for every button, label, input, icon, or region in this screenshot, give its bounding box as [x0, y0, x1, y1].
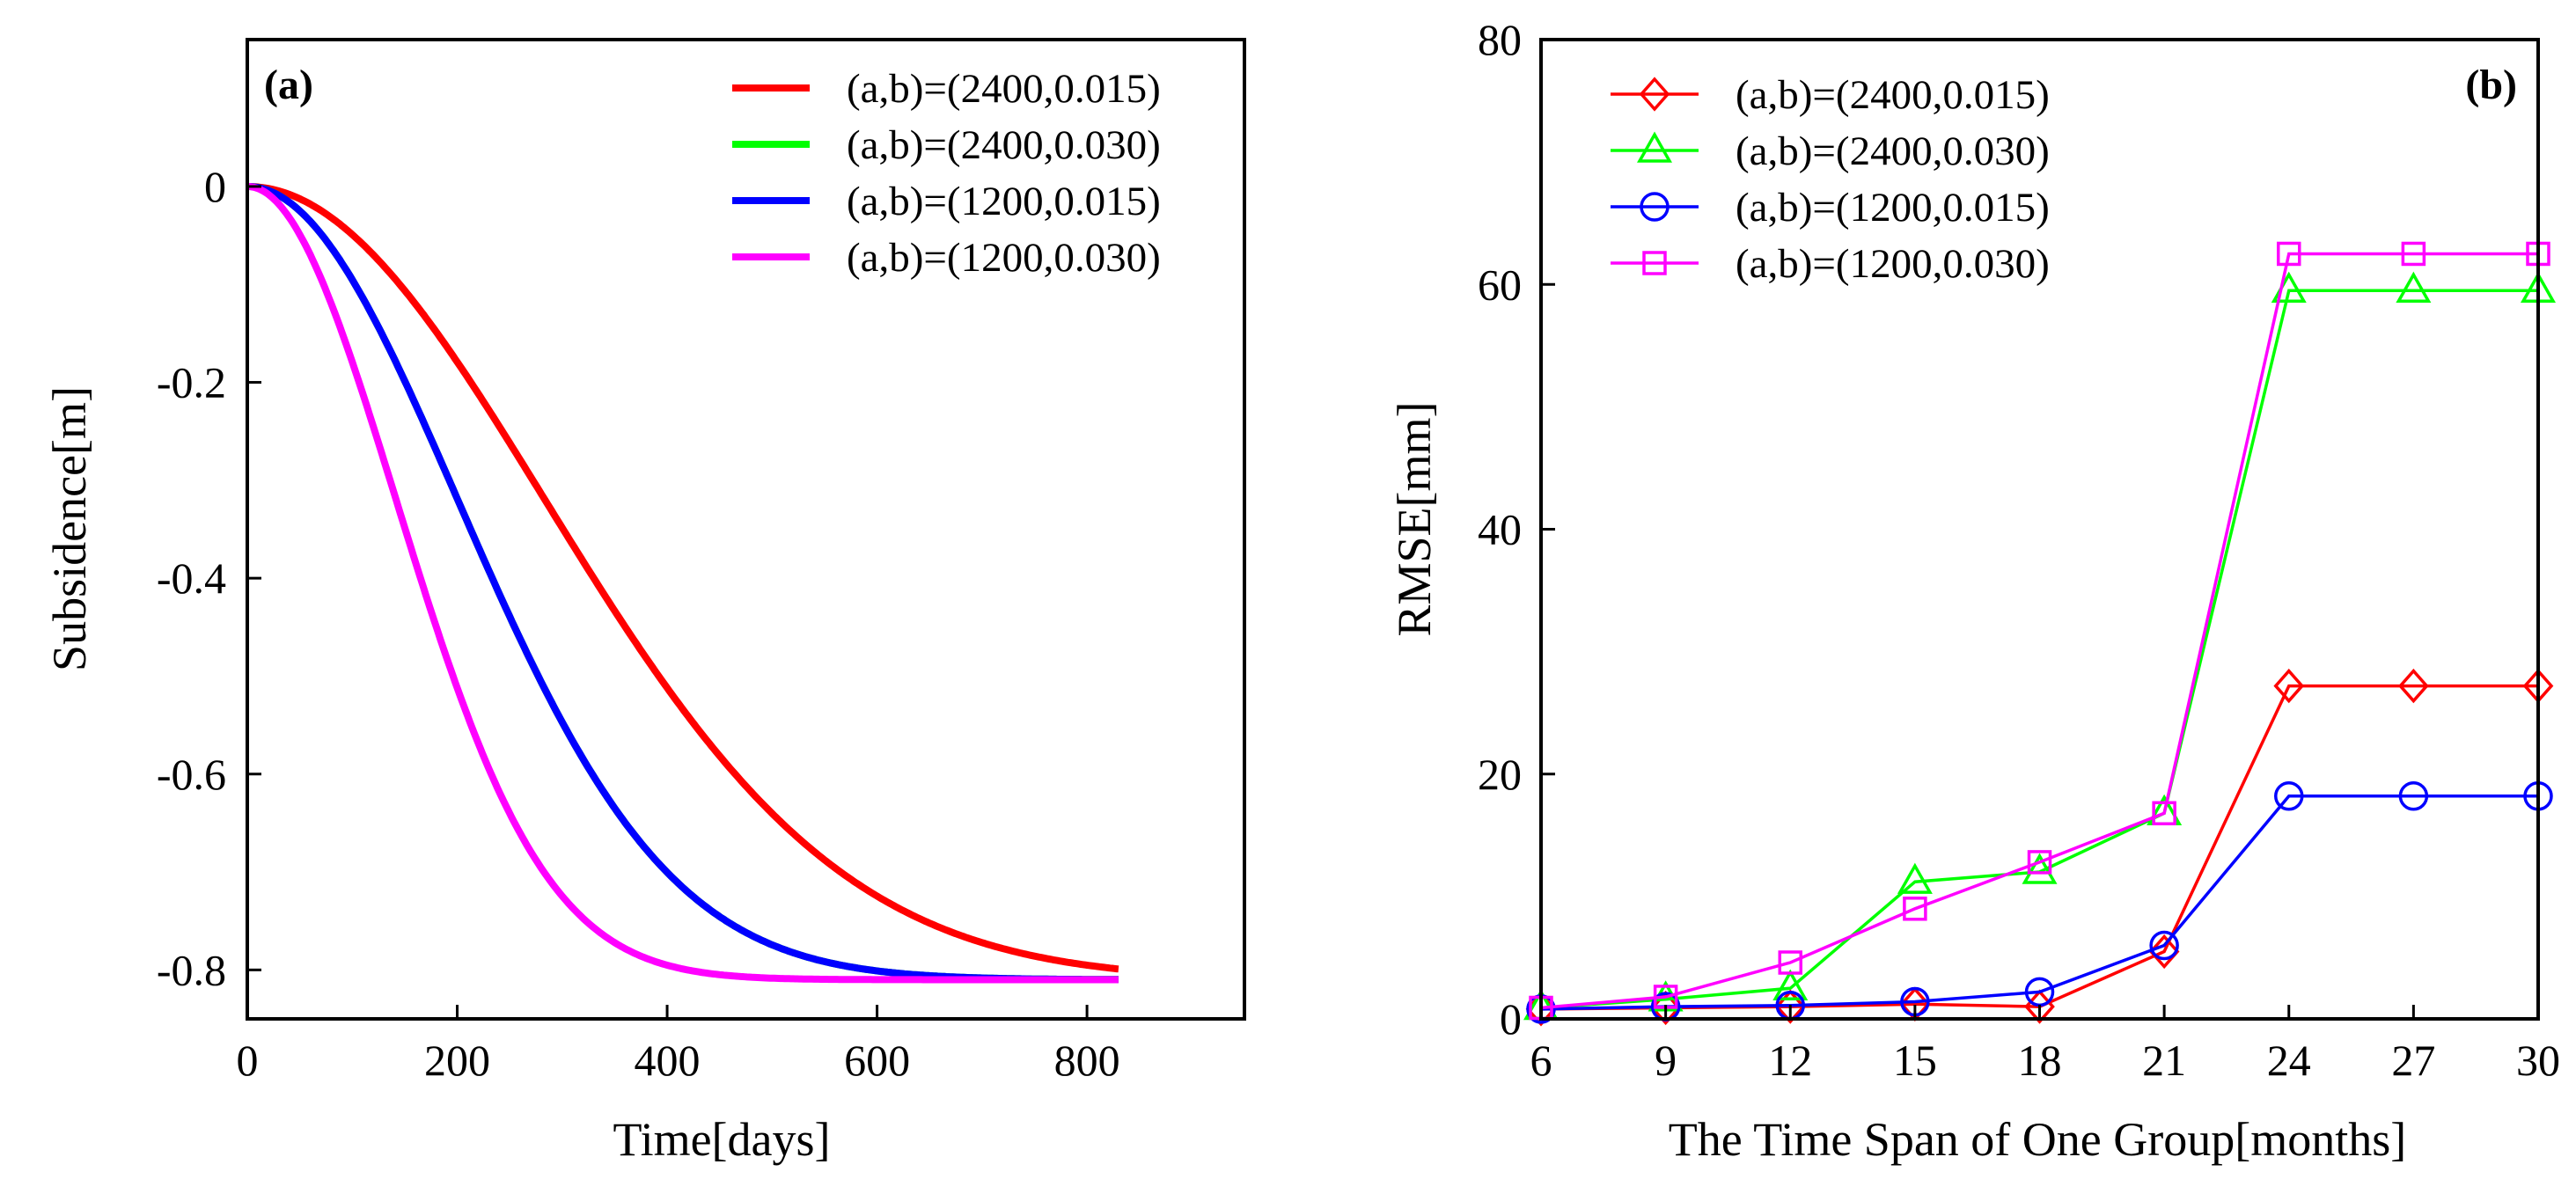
- panel-b-legend-marker: [1639, 77, 1670, 112]
- panel-a-x-tick-label: 600: [844, 1036, 910, 1085]
- panel-b-legend-marker: [1642, 251, 1667, 275]
- panel-b-y-tick-label: 80: [1478, 15, 1522, 64]
- panel-b-data-point-diamond: [2148, 934, 2180, 970]
- panel-b-data-point-triangle: [2022, 853, 2058, 884]
- panel-b-x-tick-label: 30: [2516, 1036, 2560, 1085]
- panel-b-data-point-circle: [2274, 781, 2304, 811]
- panel-a-y-tick-label: -0.4: [157, 553, 226, 603]
- panel-b-data-point-square: [2152, 801, 2176, 826]
- panel-a-x-tick-label: 800: [1054, 1036, 1120, 1085]
- panel-a-y-tick-label: -0.6: [157, 750, 226, 799]
- panel-b-legend: (a,b)=(2400,0.015) (a,b)=(2400,0.030) (a,b…: [1611, 72, 2050, 287]
- panel-a-label: (a): [264, 62, 313, 108]
- panel-b-data-point-diamond: [1525, 992, 1557, 1027]
- panel-a-ticks: 0 200 400 600 800 0 -0.2 -0.4 -0.6 -0.8: [157, 162, 1120, 1085]
- panel-b-x-tick-label: 24: [2267, 1036, 2311, 1085]
- panel-b-x-tick-label: 21: [2142, 1036, 2186, 1085]
- panel-a-y-tick-label: -0.8: [157, 945, 226, 994]
- panel-b-data-point-diamond: [2273, 668, 2305, 704]
- panel-b-x-tick-label: 15: [1893, 1036, 1937, 1085]
- panel-a-plot-frame: [246, 38, 1246, 1021]
- panel-b-legend-label: (a,b)=(1200,0.030): [1736, 241, 2050, 287]
- panel-b-data-point-square: [2027, 850, 2052, 875]
- panel-a-subsidence-chart: 0 200 400 600 800 0 -0.2 -0.4 -0.6 -0.8 (a,b)=(24…: [43, 38, 1246, 1166]
- panel-b-legend-label: (a,b)=(2400,0.030): [1736, 128, 2050, 174]
- panel-b-data-point-square: [1778, 950, 1802, 975]
- panel-b-y-tick-label: 60: [1478, 260, 1522, 309]
- panel-a-legend: (a,b)=(2400,0.015) (a,b)=(2400,0.030) (a,b…: [732, 66, 1161, 281]
- panel-b-x-tick-label: 18: [2018, 1036, 2062, 1085]
- panel-b-legend-label: (a,b)=(1200,0.015): [1736, 185, 2050, 231]
- panel-b-data-point-diamond: [2398, 668, 2429, 704]
- panel-b-legend-item: (a,b)=(2400,0.015): [1611, 72, 2050, 118]
- panel-b-y-tick-label: 0: [1500, 994, 1522, 1044]
- panel-b-data-point-square: [1903, 897, 1927, 921]
- panel-a-x-tick-label: 400: [635, 1036, 701, 1085]
- panel-b-x-tick-label: 27: [2391, 1036, 2435, 1085]
- panel-b-data-point-diamond: [1774, 989, 1806, 1024]
- panel-a-series-lines: [247, 183, 1119, 984]
- panel-b-data-point-triangle: [2396, 271, 2432, 303]
- panel-b-legend-item: (a,b)=(1200,0.030): [1611, 241, 2050, 287]
- panel-b-legend-label: (a,b)=(2400,0.015): [1736, 72, 2050, 118]
- panel-b-data-point-triangle: [1772, 969, 1809, 1000]
- panel-b-legend-item: (a,b)=(1200,0.015): [1611, 185, 2050, 231]
- panel-b-data-point-square: [2277, 241, 2301, 267]
- panel-b-plot-frame: [1539, 38, 2540, 1021]
- panel-b-series-line-3: [1540, 252, 2538, 1010]
- panel-a-legend-label: (a,b)=(1200,0.030): [847, 235, 1161, 281]
- panel-b-data-point-circle: [2398, 781, 2429, 811]
- panel-a-x-tick-label: 200: [424, 1036, 490, 1085]
- panel-b-x-tick-label: 12: [1768, 1036, 1812, 1085]
- panel-b-y-tick-label: 20: [1478, 750, 1522, 799]
- panel-b-legend-marker: [1636, 131, 1673, 163]
- panel-b-rmse-chart: 6 9 12 15 18 21 24 27 30 0 20 40 60 80 (a,b)=(2400,0.…: [1388, 15, 2560, 1166]
- panel-a-y-tick-label: -0.2: [157, 358, 226, 407]
- panel-a-series-line-0: [247, 183, 1119, 973]
- panel-b-data-point-circle: [2149, 930, 2179, 961]
- panel-a-x-axis-title: Time[days]: [613, 1113, 830, 1166]
- panel-b-series-3: [1529, 241, 2550, 1021]
- panel-a-y-tick-label: 0: [204, 162, 226, 211]
- panel-b-label: (b): [2465, 62, 2517, 108]
- panel-b-series-line-2: [1540, 795, 2538, 1011]
- panel-b-x-axis-title: The Time Span of One Group[months]: [1669, 1113, 2406, 1166]
- panel-a-legend-label: (a,b)=(2400,0.030): [847, 122, 1161, 168]
- panel-b-data-point-triangle: [1897, 862, 1933, 894]
- panel-b-legend-marker: [1640, 192, 1670, 222]
- panel-b-data-point-diamond: [1650, 990, 1681, 1026]
- panel-b-data-point-square: [2401, 241, 2426, 267]
- panel-b-y-axis-title: RMSE[mm]: [1388, 401, 1441, 636]
- panel-b-y-tick-label: 40: [1478, 505, 1522, 554]
- panel-a-legend-label: (a,b)=(2400,0.015): [847, 66, 1161, 112]
- panel-a-y-axis-title: Subsidence[m]: [43, 386, 96, 671]
- panel-b-x-tick-label: 6: [1530, 1036, 1552, 1085]
- panel-b-ticks: 6 9 12 15 18 21 24 27 30 0 20 40 60 80: [1478, 15, 2560, 1085]
- panel-a-x-tick-label: 0: [237, 1036, 259, 1085]
- panel-a-legend-label: (a,b)=(1200,0.015): [847, 179, 1161, 224]
- panel-b-legend-item: (a,b)=(2400,0.030): [1611, 128, 2050, 174]
- panel-a-series-line-3: [247, 183, 1119, 984]
- panel-b-x-tick-label: 9: [1655, 1036, 1677, 1085]
